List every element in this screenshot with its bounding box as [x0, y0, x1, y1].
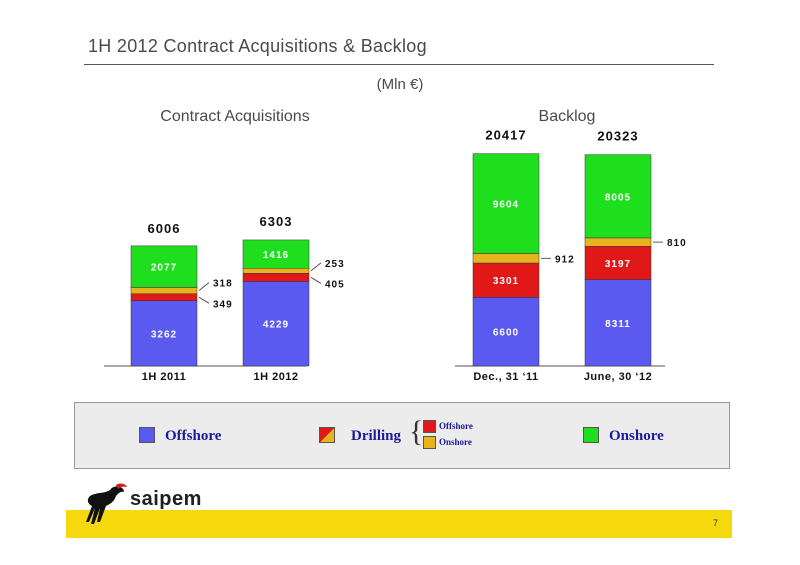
bar-segment-1-1-1: [584, 246, 652, 280]
bar-total-0-1: 6303: [260, 214, 293, 229]
segment-label-1-0-0: 6600: [493, 328, 519, 339]
legend: Offshore Drilling { Offshore Onshore Ons…: [74, 402, 730, 469]
footer-bar: 7: [66, 510, 732, 538]
segment-label-0-1-3: 1416: [263, 250, 289, 261]
brand-wordmark: saipem: [130, 488, 202, 510]
legend-swatch-drilling: [319, 427, 335, 443]
bar-segment-1-0-2: [472, 253, 540, 264]
segment-label-0-1-2: 253: [325, 259, 345, 270]
callout-line-0-0-2: [198, 282, 210, 291]
segment-label-0-1-1: 405: [325, 279, 345, 290]
segment-label-1-1-3: 8005: [605, 192, 631, 203]
category-label-1-1: June, 30 ‘12: [584, 371, 652, 383]
segment-label-0-1-0: 4229: [263, 320, 289, 331]
bar-segment-0-0-2: [130, 287, 198, 295]
legend-label-drilling: Drilling: [351, 428, 402, 444]
bar-segment-0-1-0: [242, 281, 310, 367]
page-number: 7: [712, 518, 718, 528]
saipem-logo: saipem: [80, 482, 230, 528]
bar-segment-1-0-0: [472, 297, 540, 367]
segment-label-1-0-1: 3301: [493, 276, 519, 287]
bar-segment-1-1-2: [584, 237, 652, 247]
bar-total-1-0: 20417: [485, 128, 526, 143]
legend-label-drilling-offshore: Offshore: [439, 421, 473, 431]
legend-swatch-drilling-offshore: [423, 420, 436, 433]
segment-label-0-0-2: 318: [213, 279, 233, 290]
unit-label: (Mln €): [376, 76, 424, 93]
bar-total-1-1: 20323: [597, 129, 638, 144]
category-label-0-1: 1H 2012: [253, 371, 298, 383]
legend-brace: {: [409, 415, 424, 448]
legend-swatch-onshore: [583, 427, 599, 443]
bar-total-0-0: 6006: [148, 221, 181, 236]
legend-swatch-offshore: [139, 427, 155, 443]
bar-segment-0-0-1: [130, 293, 198, 302]
bar-segment-0-0-3: [130, 245, 198, 288]
segment-label-1-1-2: 810: [667, 238, 687, 249]
legend-label-onshore: Onshore: [609, 428, 664, 444]
bar-segment-0-1-1: [242, 273, 310, 282]
bar-segment-1-0-3: [472, 153, 540, 254]
callout-line-0-0-1: [198, 296, 210, 304]
bar-segment-1-0-1: [472, 262, 540, 298]
category-label-0-0: 1H 2011: [142, 371, 186, 383]
six-legged-dog-icon: [86, 483, 127, 524]
bar-segment-0-0-0: [130, 300, 198, 367]
segment-label-1-0-3: 9604: [493, 200, 519, 211]
legend-label-drilling-onshore: Onshore: [439, 437, 472, 447]
legend-swatch-drilling-onshore: [423, 436, 436, 449]
chart-title-0: Contract Acquisitions: [160, 108, 309, 125]
bar-segment-1-1-0: [584, 279, 652, 367]
charts-canvas: Contract Acquisitions 6006 1H 2011 3262 349 3…: [104, 108, 687, 383]
title-divider: [84, 64, 714, 65]
callout-line-0-1-1: [310, 277, 322, 284]
bar-segment-1-1-3: [584, 154, 652, 239]
category-label-1-0: Dec., 31 ‘11: [473, 371, 538, 383]
bar-segment-0-1-2: [242, 268, 310, 274]
segment-label-0-0-0: 3262: [151, 329, 177, 340]
legend-label-offshore: Offshore: [165, 428, 222, 444]
bar-segment-0-1-3: [242, 239, 310, 269]
segment-label-0-0-1: 349: [213, 299, 233, 310]
segment-label-1-1-0: 8311: [605, 319, 631, 330]
segment-label-1-1-1: 3197: [605, 259, 631, 270]
segment-label-0-0-3: 2077: [151, 263, 177, 274]
segment-label-1-0-2: 912: [555, 254, 575, 265]
page-title: 1H 2012 Contract Acquisitions & Backlog: [88, 36, 427, 56]
callout-line-0-1-2: [310, 262, 322, 272]
chart-title-1: Backlog: [539, 108, 596, 125]
